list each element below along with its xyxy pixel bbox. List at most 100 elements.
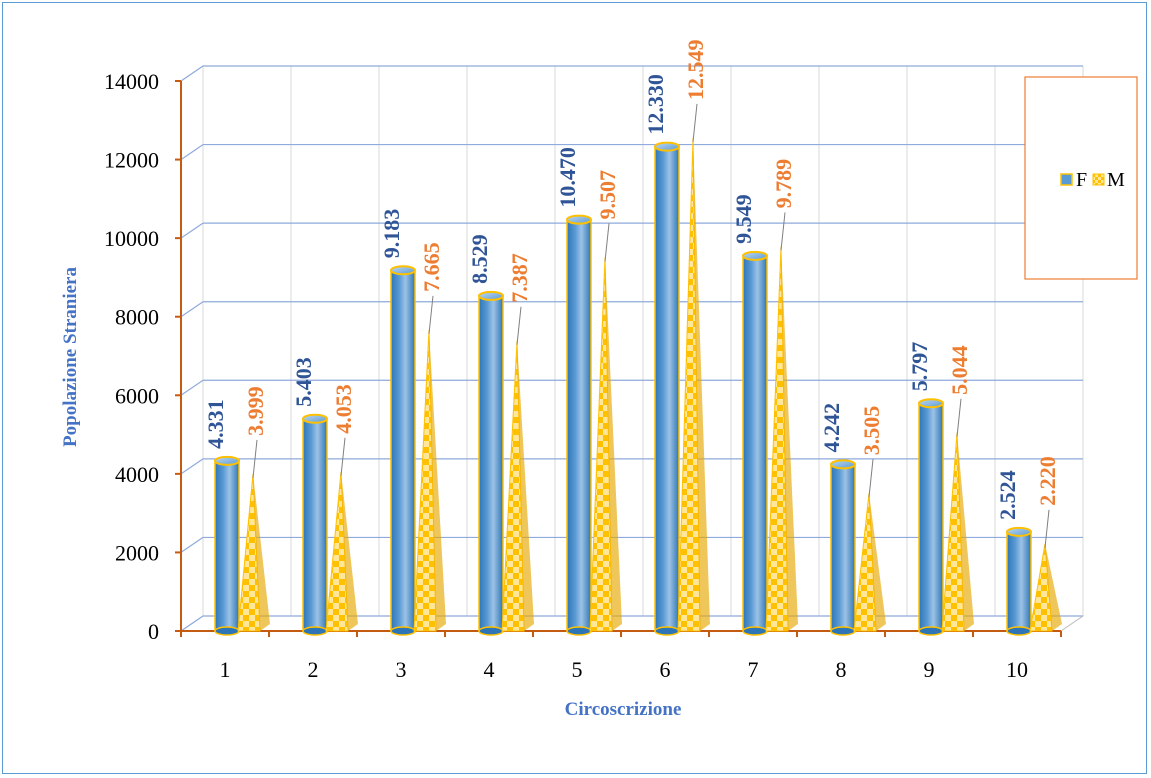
data-label-f: 4.331 xyxy=(203,399,228,449)
data-label-f: 8.529 xyxy=(467,234,492,284)
leader-line-m xyxy=(1044,509,1050,548)
bar-m-cone-side xyxy=(957,432,974,631)
bar-f-cap xyxy=(214,455,240,466)
gridline-side xyxy=(180,536,204,553)
bar-f-base xyxy=(654,626,680,636)
bar-m-cone-side xyxy=(429,329,446,631)
y-tick-label: 8000 xyxy=(115,305,159,330)
leader-line-m xyxy=(956,398,962,437)
gridline-side xyxy=(180,301,204,318)
x-tick-label: 1 xyxy=(220,657,231,682)
chart: 0 2000 4000 6000 8000 10000 12000 14000 1 2 3 4 5 6 7 8… xyxy=(60,40,1138,720)
bar-f-base xyxy=(918,626,944,636)
bar-f-body xyxy=(214,460,240,632)
leader-line-m xyxy=(780,212,786,251)
bar-f xyxy=(654,141,680,636)
bar-f xyxy=(742,250,768,636)
bar-m xyxy=(589,257,622,632)
y-axis-title: Popolazione Straniera xyxy=(60,267,81,447)
bar-m xyxy=(325,471,358,632)
bar-m xyxy=(765,246,798,632)
bar-f-body xyxy=(390,269,416,632)
legend: F M xyxy=(1024,76,1138,280)
bar-f xyxy=(918,398,944,636)
bar-f-cap xyxy=(918,398,944,409)
gridline-side xyxy=(180,222,204,239)
bar-m xyxy=(677,137,710,632)
legend-label-m: M xyxy=(1107,169,1125,191)
bar-m xyxy=(501,340,534,632)
data-label-m: 9.507 xyxy=(595,170,620,220)
x-axis-title: Circoscrizione xyxy=(565,699,682,720)
bar-m-cone-side xyxy=(869,493,886,631)
x-tick-label: 4 xyxy=(484,657,495,682)
leader-line-m xyxy=(428,295,434,334)
data-label-f: 5.403 xyxy=(291,357,316,407)
bar-m xyxy=(853,493,886,632)
leader-line-m xyxy=(516,306,522,345)
floor-edge xyxy=(1060,615,1084,632)
bar-f-body xyxy=(654,145,680,632)
bar-m-cone xyxy=(589,257,613,632)
x-tick-label: 5 xyxy=(572,657,583,682)
bar-f-base xyxy=(742,626,768,636)
leader-line-m xyxy=(868,459,874,498)
y-tick-label: 10000 xyxy=(104,226,159,251)
bar-f-body xyxy=(302,417,328,632)
bar-f-base xyxy=(302,626,328,636)
bar-m xyxy=(941,432,974,632)
x-tick-label: 6 xyxy=(660,657,671,682)
data-label-m: 7.665 xyxy=(419,242,444,292)
y-tick-label: 12000 xyxy=(104,148,159,173)
bar-f xyxy=(478,290,504,636)
data-label-m: 4.053 xyxy=(331,384,356,434)
y-tick-label: 14000 xyxy=(104,69,159,94)
data-label-m: 5.044 xyxy=(947,345,972,395)
data-label-m: 12.549 xyxy=(683,40,708,101)
leader-line-m xyxy=(692,103,698,143)
bar-f-body xyxy=(1006,531,1032,632)
leader-line-m xyxy=(340,437,346,476)
bar-f-body xyxy=(918,402,944,632)
y-tick-label: 6000 xyxy=(115,383,159,408)
bar-f-cap xyxy=(478,290,504,301)
x-tick-label: 3 xyxy=(396,657,407,682)
y-tick-label: 2000 xyxy=(115,540,159,565)
bar-f-cap xyxy=(390,265,416,276)
bar-f-base xyxy=(830,626,856,636)
data-label-f: 10.470 xyxy=(555,147,580,208)
bar-f-cap xyxy=(566,214,592,225)
bar-f xyxy=(390,265,416,636)
bar-m-cone xyxy=(325,471,349,632)
legend-label-f: F xyxy=(1076,169,1087,191)
bar-m-cone-side xyxy=(341,471,358,631)
bar-m xyxy=(237,473,270,632)
x-tick-label: 2 xyxy=(308,657,319,682)
data-label-f: 9.549 xyxy=(731,194,756,244)
gridline-side xyxy=(180,144,204,161)
gridline-side xyxy=(180,458,204,475)
bar-f-base xyxy=(478,626,504,636)
data-label-f: 12.330 xyxy=(643,74,668,135)
leader-lines xyxy=(252,103,1050,548)
bar-m-cone xyxy=(941,432,965,632)
bar-f-cap xyxy=(830,459,856,470)
bar-m-cone-side xyxy=(1045,543,1062,631)
bar-m xyxy=(1029,543,1062,632)
bar-f-base xyxy=(1006,626,1032,636)
data-label-f: 9.183 xyxy=(379,209,404,259)
y-tick-label: 0 xyxy=(148,619,159,644)
bar-m-cone xyxy=(237,473,261,632)
bar-f-base xyxy=(214,626,240,636)
x-tick-label: 10 xyxy=(1006,657,1028,682)
leader-line-m xyxy=(604,223,610,262)
bar-f xyxy=(830,459,856,636)
bar-f-body xyxy=(566,218,592,632)
bar-f-body xyxy=(742,255,768,632)
bar-f-body xyxy=(830,463,856,632)
bar-f-body xyxy=(478,295,504,632)
data-label-m: 7.387 xyxy=(507,253,532,303)
bar-f xyxy=(566,214,592,636)
data-label-f: 5.797 xyxy=(907,342,932,392)
